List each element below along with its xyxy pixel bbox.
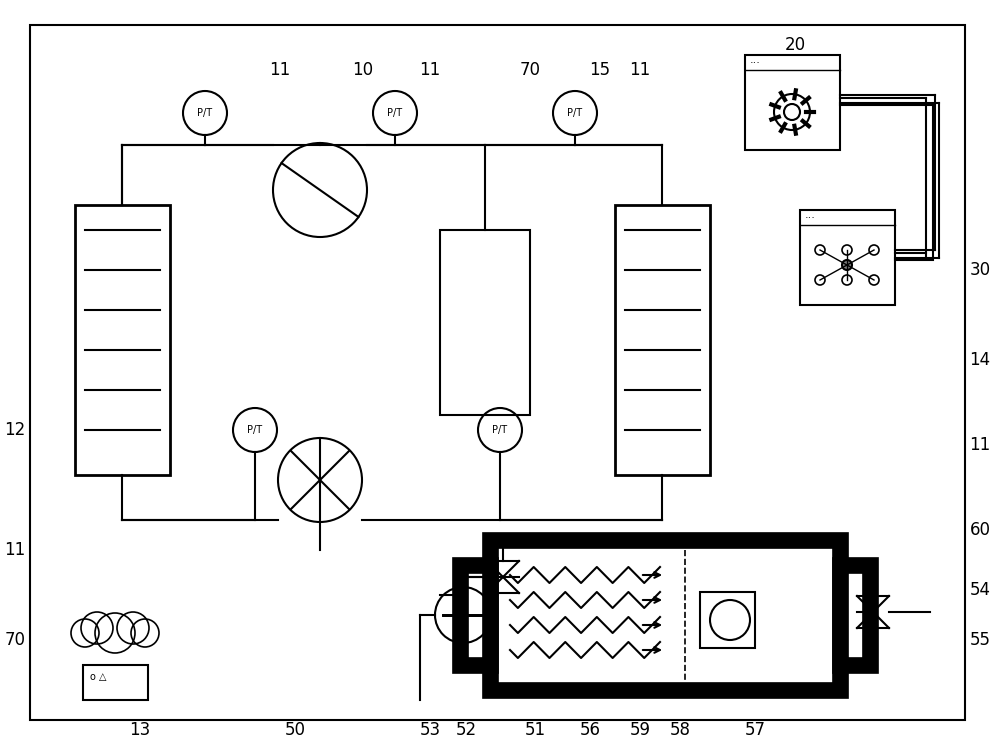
Text: 58: 58 [670,721,690,739]
Text: 11: 11 [4,541,26,559]
Bar [440,230,530,415]
Text: 55: 55 [970,631,990,649]
Text: 13: 13 [129,721,151,739]
Text: 70: 70 [5,631,26,649]
Text: 50: 50 [285,721,306,739]
Text: 54: 54 [970,581,990,599]
Text: P/T: P/T [197,108,213,118]
Bar [75,205,170,475]
Text: ...: ... [750,55,761,65]
Text: 12: 12 [4,421,26,439]
Text: P/T: P/T [387,108,403,118]
Bar [83,665,148,700]
Text: 10: 10 [352,61,374,79]
Text: 60: 60 [970,521,990,539]
Bar [460,565,490,665]
Text: 11: 11 [629,61,651,79]
Text: 56: 56 [580,721,600,739]
Text: 53: 53 [419,721,441,739]
Text: 15: 15 [589,61,611,79]
Text: 57: 57 [744,721,766,739]
Text: P/T: P/T [247,425,263,435]
Bar [615,205,710,475]
Text: 11: 11 [419,61,441,79]
Text: 59: 59 [630,721,650,739]
Bar [800,210,895,305]
Bar [490,540,840,690]
Circle shape [842,260,852,270]
Bar [840,565,870,665]
Text: 30: 30 [969,261,991,279]
Text: P/T: P/T [492,425,508,435]
Text: 11: 11 [269,61,291,79]
Text: 70: 70 [520,61,540,79]
Text: 51: 51 [524,721,546,739]
Text: P/T: P/T [567,108,583,118]
Bar [745,55,840,150]
Text: 20: 20 [784,36,806,54]
Text: 14: 14 [969,351,991,369]
Bar [700,592,755,648]
Text: ...: ... [805,210,816,220]
Text: 11: 11 [969,436,991,454]
Text: o △: o △ [90,672,106,682]
Text: 52: 52 [455,721,477,739]
